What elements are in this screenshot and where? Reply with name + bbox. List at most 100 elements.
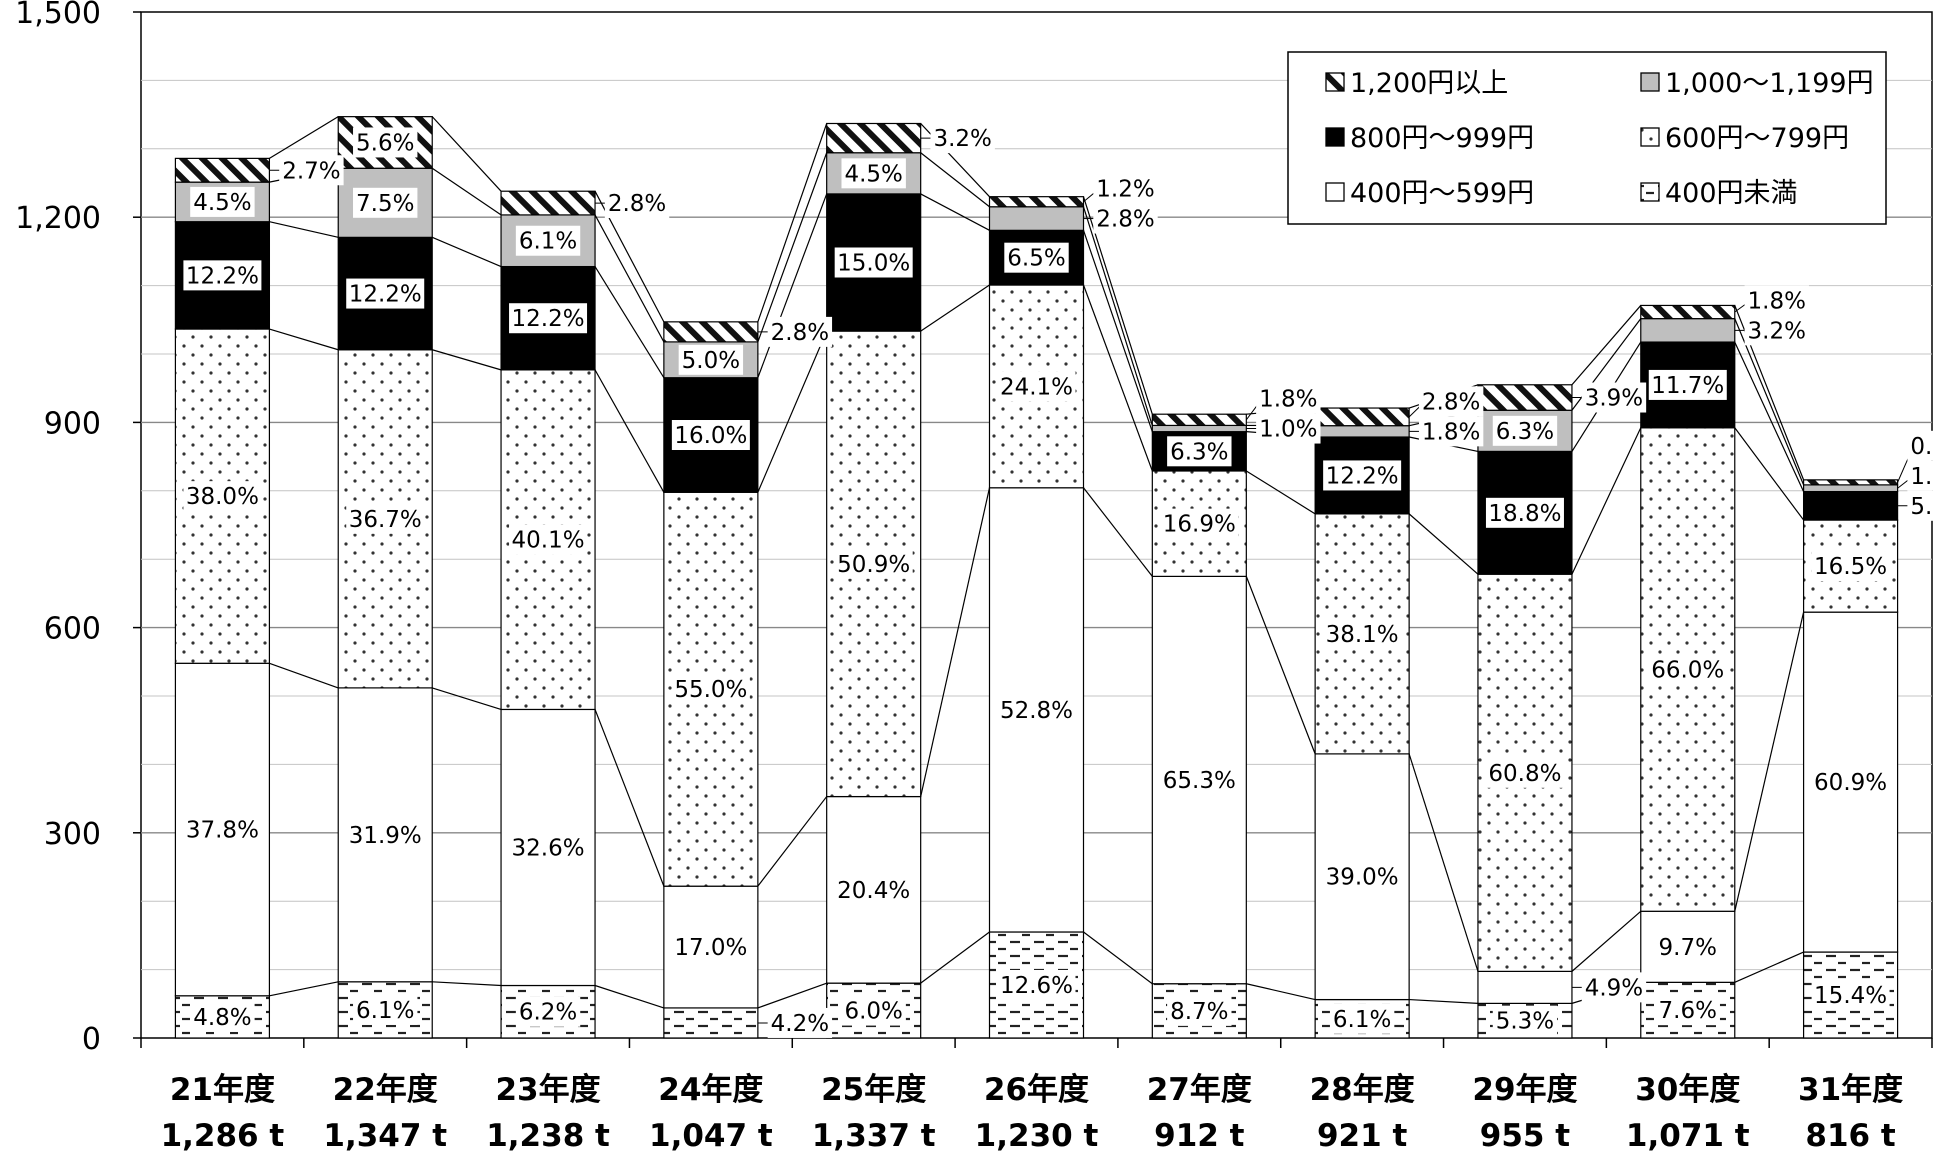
bar-segment bbox=[500, 190, 596, 216]
data-label-bg bbox=[767, 316, 833, 347]
series-connector bbox=[269, 116, 339, 159]
data-label-bg bbox=[279, 155, 344, 186]
x-total-label: 1,286 t bbox=[161, 1118, 285, 1154]
bar-segment bbox=[174, 157, 271, 183]
data-label: 5.1% bbox=[1910, 494, 1933, 520]
data-label: 7.5% bbox=[356, 191, 414, 217]
data-label: 38.0% bbox=[186, 484, 259, 510]
data-label: 7.6% bbox=[1659, 998, 1717, 1024]
data-label: 6.0% bbox=[844, 999, 902, 1025]
data-label: 18.8% bbox=[1488, 501, 1561, 527]
series-connector bbox=[431, 236, 502, 268]
data-label: 15.4% bbox=[1814, 983, 1887, 1009]
x-total-label: 1,047 t bbox=[649, 1118, 773, 1154]
series-connector bbox=[431, 116, 502, 192]
x-total-label: 921 t bbox=[1317, 1118, 1408, 1154]
data-label-bg bbox=[1655, 995, 1720, 1026]
data-label-bg bbox=[1907, 430, 1933, 461]
series-connector bbox=[1246, 470, 1316, 515]
data-label-bg bbox=[1492, 415, 1558, 446]
x-category-label: 22年度 bbox=[333, 1072, 438, 1108]
series-connector bbox=[1734, 612, 1805, 912]
series-connector bbox=[594, 984, 665, 1009]
data-label: 4.9% bbox=[1585, 975, 1643, 1001]
data-label: 2.8% bbox=[771, 320, 829, 346]
data-label: 6.3% bbox=[1496, 419, 1554, 445]
data-label-bg bbox=[1485, 757, 1564, 788]
series-connector bbox=[757, 123, 828, 323]
series-connector bbox=[1245, 576, 1316, 755]
data-label-bg bbox=[353, 994, 418, 1025]
data-label-bg bbox=[190, 186, 255, 217]
series-connector bbox=[594, 709, 665, 887]
data-label: 6.3% bbox=[1170, 439, 1228, 465]
data-label: 12.2% bbox=[186, 263, 259, 289]
series-connector bbox=[269, 981, 339, 997]
series-connector bbox=[431, 167, 502, 216]
data-label-bg bbox=[346, 819, 425, 850]
data-label-bg bbox=[353, 187, 418, 218]
series-connector bbox=[1409, 998, 1478, 1004]
series-connector bbox=[1734, 951, 1804, 983]
data-label: 38.1% bbox=[1326, 622, 1399, 648]
data-label-bg bbox=[834, 874, 913, 905]
series-connector bbox=[269, 328, 339, 351]
legend-label: 400円未満 bbox=[1665, 178, 1798, 209]
data-label: 1.2% bbox=[1096, 177, 1154, 203]
data-label: 15.0% bbox=[837, 250, 910, 276]
series-connector bbox=[757, 152, 828, 343]
data-label-bg bbox=[1160, 508, 1239, 539]
data-label: 16.5% bbox=[1814, 554, 1887, 580]
data-label: 2.8% bbox=[1096, 207, 1154, 233]
data-label-bg bbox=[1744, 315, 1809, 346]
data-label: 16.0% bbox=[674, 423, 747, 449]
data-label-bg bbox=[1648, 654, 1727, 685]
legend-swatch bbox=[1325, 182, 1345, 202]
data-label: 4.8% bbox=[193, 1005, 251, 1031]
data-label: 12.2% bbox=[512, 306, 585, 332]
series-connector bbox=[432, 349, 502, 371]
bar-segment bbox=[1151, 413, 1247, 427]
data-label-bg bbox=[1167, 436, 1232, 467]
legend-label: 1,200円以上 bbox=[1350, 68, 1508, 99]
data-label: 3.2% bbox=[1748, 318, 1806, 344]
data-label-bg bbox=[1492, 1005, 1558, 1036]
data-label-bg bbox=[604, 188, 670, 219]
bar-segment bbox=[1802, 490, 1899, 521]
x-category-label: 23年度 bbox=[495, 1072, 600, 1108]
data-label: 2.8% bbox=[1422, 389, 1480, 415]
data-label: 55.0% bbox=[674, 677, 747, 703]
series-connector bbox=[1571, 427, 1642, 575]
data-label-bg bbox=[353, 127, 418, 158]
data-label: 20.4% bbox=[837, 878, 910, 904]
x-total-label: 816 t bbox=[1805, 1118, 1896, 1154]
series-connector bbox=[1408, 513, 1479, 575]
data-label: 16.9% bbox=[1163, 512, 1236, 538]
x-total-label: 1,337 t bbox=[812, 1118, 936, 1154]
series-connector bbox=[920, 487, 991, 797]
bar-segment bbox=[1640, 304, 1736, 320]
series-connector bbox=[1246, 983, 1316, 1001]
x-total-label: 1,238 t bbox=[486, 1118, 610, 1154]
data-label: 6.2% bbox=[519, 1000, 577, 1026]
data-label: 6.5% bbox=[1007, 246, 1065, 272]
data-label-bg bbox=[1323, 460, 1402, 491]
data-label-bg bbox=[1323, 618, 1402, 649]
data-label: 1.8% bbox=[1259, 387, 1317, 413]
series-connector bbox=[594, 369, 665, 493]
data-label: 9.7% bbox=[1659, 935, 1717, 961]
data-label: 1.0% bbox=[1259, 417, 1317, 443]
data-label: 1.8% bbox=[1422, 419, 1480, 445]
data-label-bg bbox=[190, 1001, 255, 1032]
series-connector bbox=[1082, 206, 1153, 426]
data-label: 1.8% bbox=[1748, 288, 1806, 314]
data-label: 3.2% bbox=[933, 126, 991, 152]
series-connector bbox=[432, 981, 502, 987]
x-total-label: 912 t bbox=[1154, 1118, 1245, 1154]
legend-label: 600円～799円 bbox=[1665, 123, 1849, 154]
data-label-bg bbox=[767, 1007, 833, 1038]
legend-swatch bbox=[1640, 72, 1660, 92]
data-label-bg bbox=[1811, 767, 1890, 798]
data-label: 5.6% bbox=[356, 130, 414, 156]
data-label: 6.1% bbox=[1333, 1007, 1391, 1033]
